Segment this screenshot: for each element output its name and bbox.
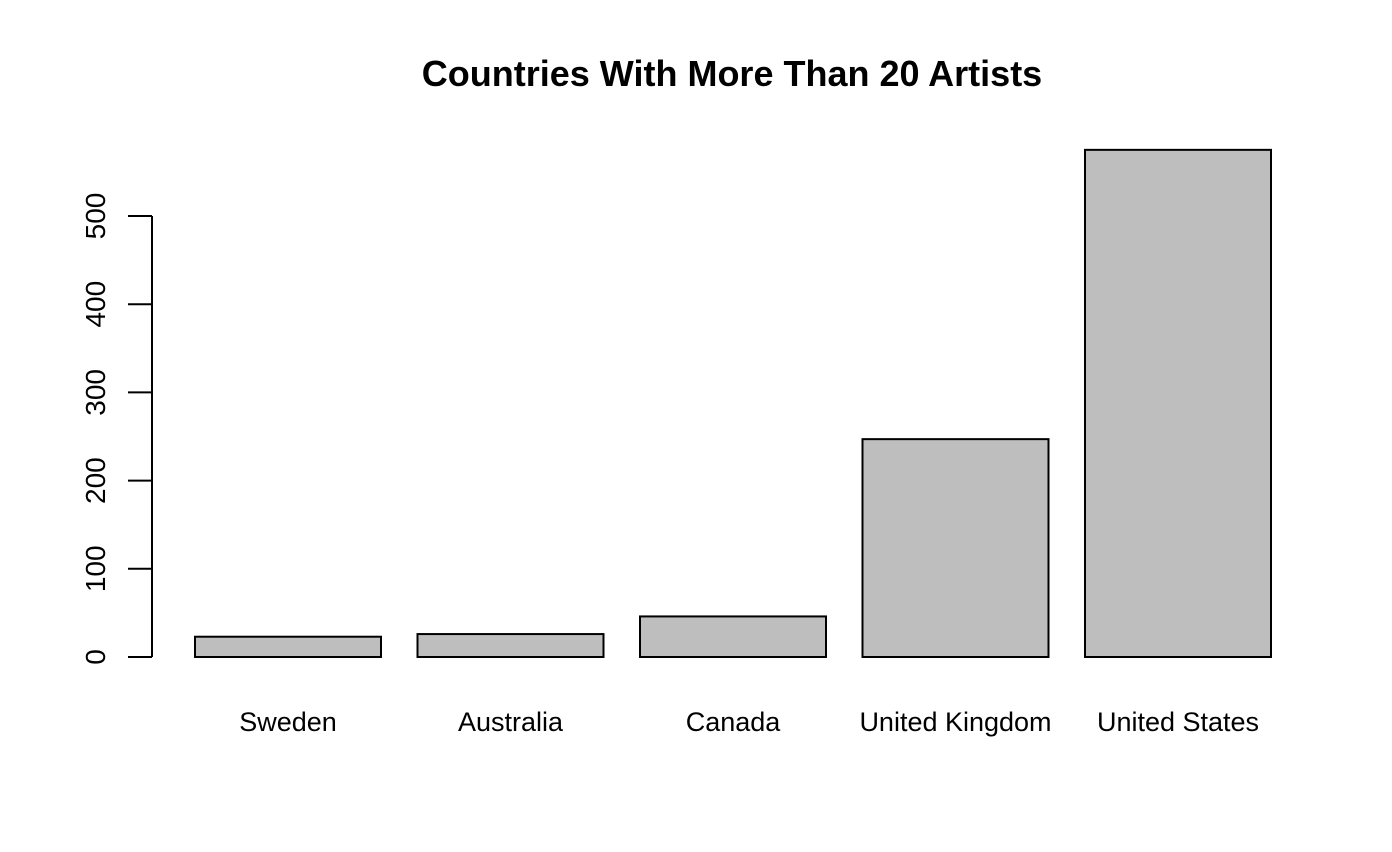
x-axis-labels: Sweden Australia Canada United Kingdom Unite… — [239, 707, 1259, 737]
y-axis: 0 100 200 300 400 500 — [80, 193, 153, 665]
x-category-label: Sweden — [239, 707, 337, 737]
y-tick-label: 200 — [80, 457, 111, 504]
bars-group — [194, 148, 1272, 658]
y-tick-label: 100 — [80, 545, 111, 592]
bar-australia — [416, 633, 605, 658]
x-category-label: United States — [1097, 707, 1259, 737]
chart-title: Countries With More Than 20 Artists — [422, 53, 1042, 94]
x-category-label: Australia — [458, 707, 564, 737]
bar-united-states — [1084, 148, 1272, 658]
y-tick-label: 300 — [80, 369, 111, 416]
y-tick-label: 500 — [80, 193, 111, 240]
bar-united-kingdom — [861, 438, 1050, 658]
y-tick-label: 0 — [80, 649, 111, 665]
bar-canada — [639, 615, 827, 658]
y-tick-label: 400 — [80, 281, 111, 328]
x-category-label: United Kingdom — [859, 707, 1051, 737]
x-category-label: Canada — [686, 707, 782, 737]
bar-sweden — [194, 635, 382, 658]
